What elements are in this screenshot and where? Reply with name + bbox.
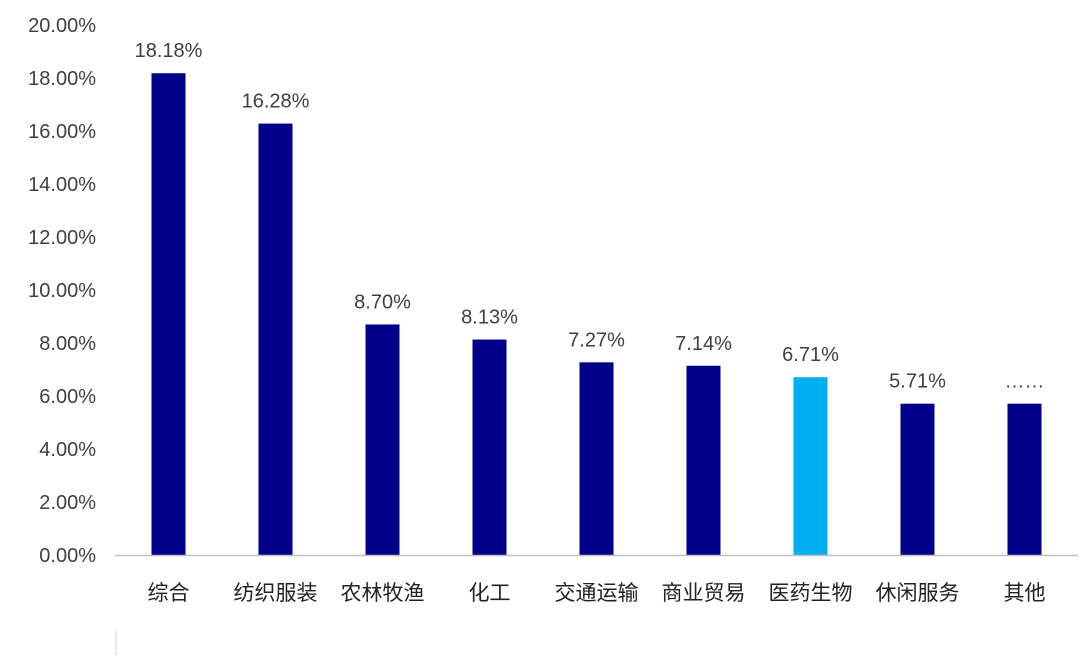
data-label: 18.18% [135,40,203,62]
x-category-label: 纺织服装 [234,581,318,605]
data-label: 7.14% [675,333,732,355]
x-axis: 综合 纺织服装 农林牧渔 化工 交通运输 商业贸易 医药生物 休闲服务 其他 [115,554,1078,605]
y-tick-label: 16.00% [28,121,96,143]
bar [793,377,828,555]
y-tick-label: 2.00% [39,492,96,514]
bar [900,403,935,555]
data-label: …… [1005,371,1045,393]
bar [686,365,721,555]
y-tick-label: 10.00% [28,280,96,302]
x-category-label: 商业贸易 [662,581,746,605]
data-label: 5.71% [889,371,946,393]
bar [579,362,614,555]
x-category-label: 医药生物 [769,581,853,605]
x-category-label: 化工 [469,581,511,605]
bars [151,73,1042,555]
data-label: 8.13% [461,307,518,329]
bar [151,73,186,555]
bar [365,324,400,555]
x-category-label: 休闲服务 [876,581,960,605]
y-tick-label: 4.00% [39,439,96,461]
data-label: 7.27% [568,329,625,351]
bar [258,123,293,555]
y-tick-label: 6.00% [39,386,96,408]
data-label: 8.70% [354,291,411,313]
y-tick-label: 14.00% [28,174,96,196]
bar [1007,403,1042,555]
x-category-label: 农林牧渔 [341,581,425,605]
y-tick-label: 20.00% [28,15,96,37]
y-axis: 0.00% 2.00% 4.00% 6.00% 8.00% 10.00% 12.00% 14.… [28,15,96,567]
y-tick-label: 18.00% [28,68,96,90]
data-labels: 18.18% 16.28% 8.70% 8.13% 7.27% 7.14% 6.71% 5.7… [135,40,1045,392]
y-tick-label: 8.00% [39,333,96,355]
x-category-label: 综合 [148,581,190,605]
x-category-label: 交通运输 [555,581,639,605]
y-tick-label: 12.00% [28,227,96,249]
y-tick-label: 0.00% [39,545,96,567]
data-label: 6.71% [782,344,839,366]
x-category-label: 其他 [1004,581,1046,605]
bar [472,339,507,555]
data-label: 16.28% [242,91,310,113]
